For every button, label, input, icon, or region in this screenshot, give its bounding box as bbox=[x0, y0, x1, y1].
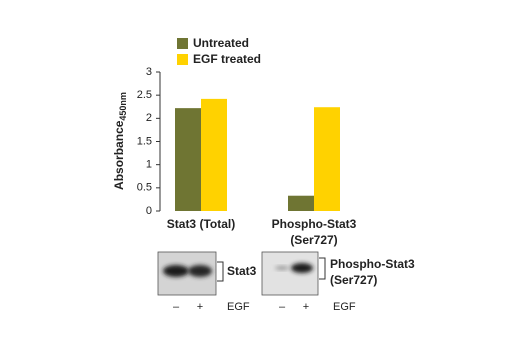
x-tick-label: Phospho-Stat3 (Ser727) bbox=[272, 217, 357, 247]
blot-image-left bbox=[157, 251, 217, 296]
bar bbox=[314, 107, 340, 211]
y-tick-label: 0 bbox=[146, 205, 152, 217]
y-tick-label: 2 bbox=[146, 112, 152, 124]
lane-label: + bbox=[303, 301, 309, 313]
blot-bracket bbox=[217, 261, 224, 282]
blot-label: Stat3 bbox=[227, 264, 257, 278]
bar bbox=[175, 108, 201, 211]
lane-label: – bbox=[279, 301, 286, 313]
blot-image-right bbox=[261, 251, 319, 296]
y-tick-label: 1 bbox=[146, 159, 152, 171]
bar bbox=[201, 98, 227, 211]
blot-bracket bbox=[319, 257, 326, 280]
bar bbox=[288, 195, 314, 211]
blot-label: Phospho-Stat3 (Ser727) bbox=[330, 257, 415, 287]
legend-swatch bbox=[177, 54, 188, 65]
lane-label: + bbox=[197, 301, 203, 313]
y-tick-label: 2.5 bbox=[137, 89, 152, 101]
legend-label: Untreated bbox=[193, 36, 249, 50]
y-tick-label: 0.5 bbox=[137, 182, 152, 194]
y-tick-label: 3 bbox=[146, 66, 152, 78]
y-axis-label: Absorbance450nm bbox=[112, 92, 128, 190]
lane-label: – bbox=[173, 301, 180, 313]
y-label-sub: 450nm bbox=[118, 92, 128, 121]
y-tick-label: 1.5 bbox=[137, 135, 152, 147]
legend-label: EGF treated bbox=[193, 52, 261, 66]
y-label-main: Absorbance bbox=[112, 120, 126, 190]
legend-swatch bbox=[177, 38, 188, 49]
treatment-label: EGF bbox=[227, 301, 250, 313]
x-tick-label: Stat3 (Total) bbox=[167, 217, 235, 231]
treatment-label: EGF bbox=[333, 301, 356, 313]
